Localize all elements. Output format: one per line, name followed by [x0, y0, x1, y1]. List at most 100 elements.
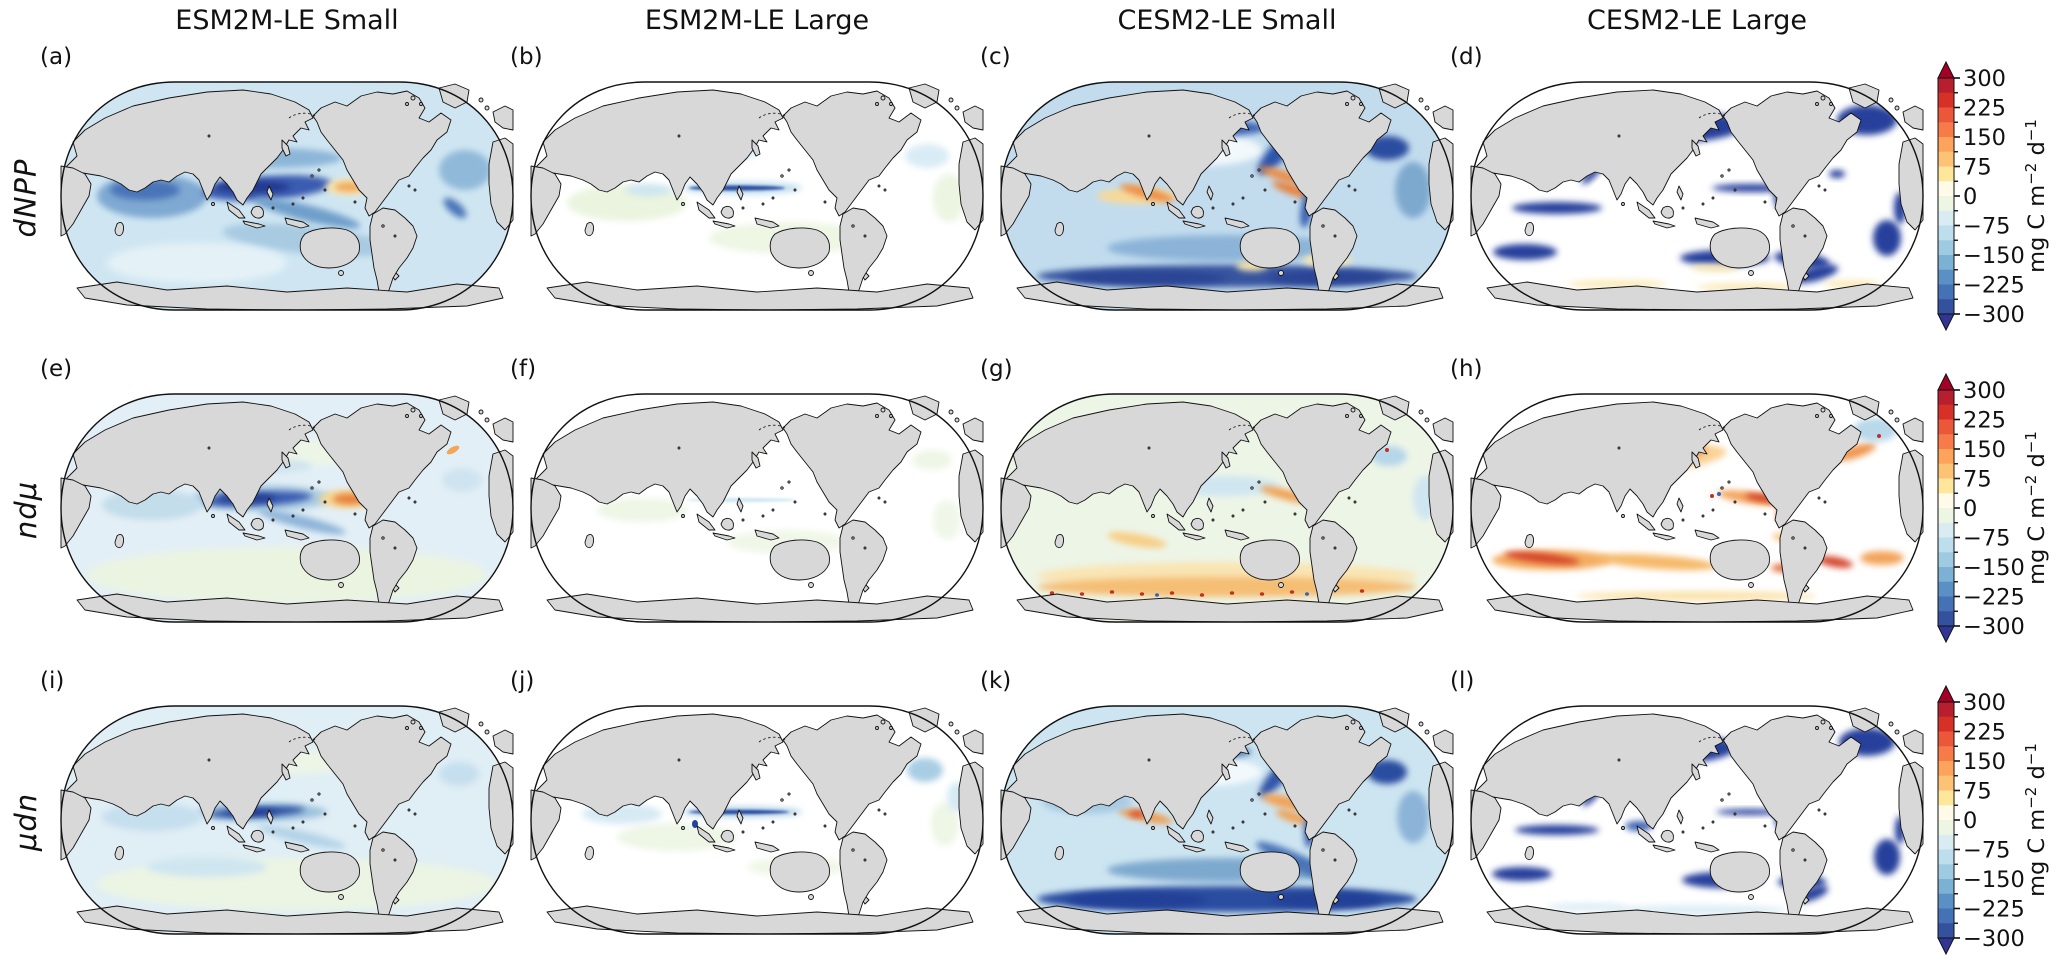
row-dnpp: dNPP (a) (b) (c) (d) 300 225 150 75 0 −75 −150… [0, 42, 2067, 354]
row-label-dnpp: dNPP [9, 158, 44, 238]
colorbar-segment [1938, 137, 1954, 153]
worldmap-a [60, 81, 514, 311]
anomaly-indian-red-core [1129, 811, 1145, 817]
colorbar-segment [1938, 122, 1954, 138]
panel-label-h: (h) [1450, 356, 1483, 382]
anomaly-speckle-3 [1109, 590, 1115, 594]
anomaly-speckle-blue-1 [1155, 593, 1159, 597]
colorbar-tick-label: −225 [1963, 897, 2025, 923]
colorbar-segment [1938, 893, 1954, 909]
colorbar-tick-label: 150 [1963, 749, 2006, 775]
anomaly-speckle-8 [1259, 592, 1265, 596]
colorbar-row-2: 300 225 150 75 0 −75 −150 −225 −300 mg C m−2 d−1 [1932, 354, 2067, 666]
colorbar-tick-label: 150 [1963, 437, 2006, 463]
panel-i: (i) [40, 666, 522, 978]
anomaly-patagonia-shelf [1791, 264, 1839, 284]
colorbar-segment [1938, 92, 1954, 108]
map-l [1467, 702, 1927, 938]
colorbar-tick-label: −75 [1963, 838, 2010, 864]
colorbar-segment [1938, 581, 1954, 597]
colorbar-segment [1938, 107, 1954, 123]
anomaly-atlantic-light [439, 762, 479, 786]
map-c [997, 78, 1457, 314]
map-d [1467, 78, 1927, 314]
colorbar-tick-label: −300 [1963, 302, 2025, 328]
anomaly-caribbean-spot [1829, 170, 1845, 178]
map-e [57, 390, 517, 626]
anomaly-speckle-4 [1139, 592, 1145, 596]
colorbar-segment [1938, 761, 1954, 777]
colorbar-tick-label: 75 [1963, 467, 1992, 493]
panel-label-g: (g) [980, 356, 1013, 382]
colorbar-segment [1938, 404, 1954, 420]
anomaly-speckle-1 [1049, 591, 1055, 595]
panel-label-c: (c) [980, 44, 1011, 70]
anomaly-southern-orange-band [1037, 577, 1417, 597]
colorbar-tick-label: −225 [1963, 585, 2025, 611]
anomaly-argentina-red-streak [1817, 556, 1853, 568]
panel-label-f: (f) [510, 356, 537, 382]
row-mudn: μdn (i) (j) (k) (l) 300 225 150 75 0 −75 −150 −… [0, 666, 2067, 978]
anomaly-south-atlantic-streak [443, 197, 467, 219]
colorbar-segment [1938, 923, 1954, 939]
colorbar-segment [1938, 299, 1954, 315]
panel-b: (b) [510, 42, 992, 354]
anomaly-s55-yellow-streak-1 [1567, 280, 1667, 288]
colorbar-arrow-top [1937, 684, 1955, 703]
anomaly-southwest-indian [1492, 867, 1552, 881]
anomaly-speckle-blue-2 [1305, 592, 1309, 596]
colorbar-segment [1938, 567, 1954, 583]
colorbar-tick-label: −150 [1963, 867, 2025, 893]
colorbar-segment [1938, 702, 1954, 718]
anomaly-northwest-atlantic-blue [1371, 446, 1407, 466]
anomaly-south-indian-10s-band [1512, 202, 1602, 214]
anomaly-south-indian-10s-band [1515, 825, 1599, 835]
panel-h: (h) [1450, 354, 1932, 666]
colorbar-row-3: 300 225 150 75 0 −75 −150 −225 −300 mg C m−2 d−1 [1932, 666, 2067, 978]
anomaly-speckle-7 [1229, 591, 1235, 595]
colorbar-tick-label: 300 [1963, 66, 2006, 92]
colorbar-segment [1938, 181, 1954, 197]
anomaly-atlantic-blue [1395, 162, 1431, 218]
colorbar-arrow-top [1937, 60, 1955, 79]
anomaly-australia-south-orange [1597, 553, 1717, 571]
column-title-cesm2-small: CESM2-LE Small [1117, 5, 1337, 36]
anomaly-southern-pale-green [87, 547, 487, 603]
column-title-esm2m-small: ESM2M-LE Small [175, 5, 399, 36]
colorbar-segment [1938, 864, 1954, 880]
colorbar-tick-label: 75 [1963, 779, 1992, 805]
anomaly-north-atlantic-pale-green [912, 450, 952, 470]
column-header-row: ESM2M-LE Small ESM2M-LE Large CESM2-LE S… [0, 0, 2067, 42]
anomaly-eq-red-speck [1710, 494, 1714, 498]
anomaly-northwest-atlantic-red-speck [1385, 448, 1389, 452]
anomaly-south-indian-red-band [1504, 551, 1580, 565]
anomaly-indian-patch [625, 184, 673, 196]
colorbar-segment [1938, 478, 1954, 494]
colorbar-segment [1938, 390, 1954, 406]
anomaly-atlantic-light [442, 468, 482, 492]
colorbar-tick-label: −225 [1963, 273, 2025, 299]
colorbar: 300 225 150 75 0 −75 −150 −225 −300 mg C m−2 d−1 [1937, 372, 2050, 644]
colorbar-segment [1938, 775, 1954, 791]
anomaly-indonesia-navy-speck [692, 820, 698, 828]
worldmap-j [530, 705, 984, 935]
anomaly-speckle-2 [1079, 592, 1085, 596]
colorbar: 300 225 150 75 0 −75 −150 −225 −300 mg C m−2 d−1 [1937, 60, 2050, 332]
anomaly-gulf-stream-orange-speck [446, 445, 460, 455]
colorbar-segment [1938, 908, 1954, 924]
anomaly-south-indian-light [147, 857, 267, 877]
colorbar-tick-label: −300 [1963, 926, 2025, 952]
panel-e: (e) [40, 354, 522, 666]
map-f [527, 390, 987, 626]
anomaly-indian-pale-green [617, 823, 737, 851]
panel-label-e: (e) [40, 356, 73, 382]
anomaly-north-atlantic-blob [907, 758, 943, 782]
colorbar-segment [1938, 849, 1954, 865]
anomaly-south-atlantic [1873, 220, 1901, 256]
colorbar-tick-label: −75 [1963, 214, 2010, 240]
colorbar-segment [1938, 240, 1954, 256]
colorbar-segment [1938, 269, 1954, 285]
worldmap-b [530, 81, 984, 311]
colorbar-segment [1938, 790, 1954, 806]
anomaly-south-atlantic-orange [1860, 551, 1904, 565]
